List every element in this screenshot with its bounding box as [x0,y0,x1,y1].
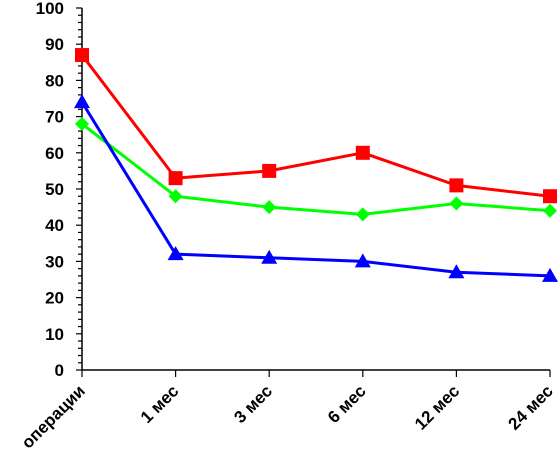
y-tick-label: 50 [45,180,64,199]
y-tick-label: 0 [55,361,64,380]
data-point-triangle [448,264,465,279]
x-tick-label: 24 мес [505,381,557,433]
data-point-diamond [355,207,370,222]
x-tick-label: 6 мес [324,381,370,427]
data-point-triangle [542,267,558,282]
data-point-diamond [75,116,89,131]
y-tick-label: 30 [45,252,64,271]
data-point-triangle [261,249,278,264]
data-point-triangle [354,253,371,268]
series-line [81,122,551,216]
y-tick-label: 70 [45,108,64,127]
x-tick-label: 3 мес [230,381,276,427]
data-point-square [355,145,370,160]
y-tick-label: 60 [45,144,64,163]
data-point-square [75,48,89,63]
series-line [80,54,551,198]
data-point-square [262,163,277,178]
data-point-diamond [262,200,277,215]
y-axis: 0 10 20 30 40 50 60 70 80 90 100 [36,0,83,380]
x-tick-label: операции [18,381,89,452]
data-point-square [543,189,557,204]
data-point-diamond [168,189,183,204]
y-tick-label: 80 [45,71,64,90]
y-tick-label: 10 [45,325,64,344]
data-point-diamond [543,203,557,218]
y-tick-label: 100 [36,0,64,18]
data-point-triangle [167,246,184,261]
data-point-square [449,178,464,193]
data-point-triangle [74,94,90,109]
y-tick-label: 20 [45,289,64,308]
series-markers [74,48,558,282]
data-point-square [168,171,183,186]
data-point-diamond [449,196,464,211]
y-tick-label: 90 [45,35,64,54]
x-tick-label: 1 мес [137,381,183,427]
x-tick-label: 12 мес [411,381,463,433]
y-tick-label: 40 [45,216,64,235]
series-line [80,101,551,278]
series-lines [80,54,551,278]
x-axis: операции 1 мес 3 мес 6 мес 12 мес 24 мес [18,369,557,452]
